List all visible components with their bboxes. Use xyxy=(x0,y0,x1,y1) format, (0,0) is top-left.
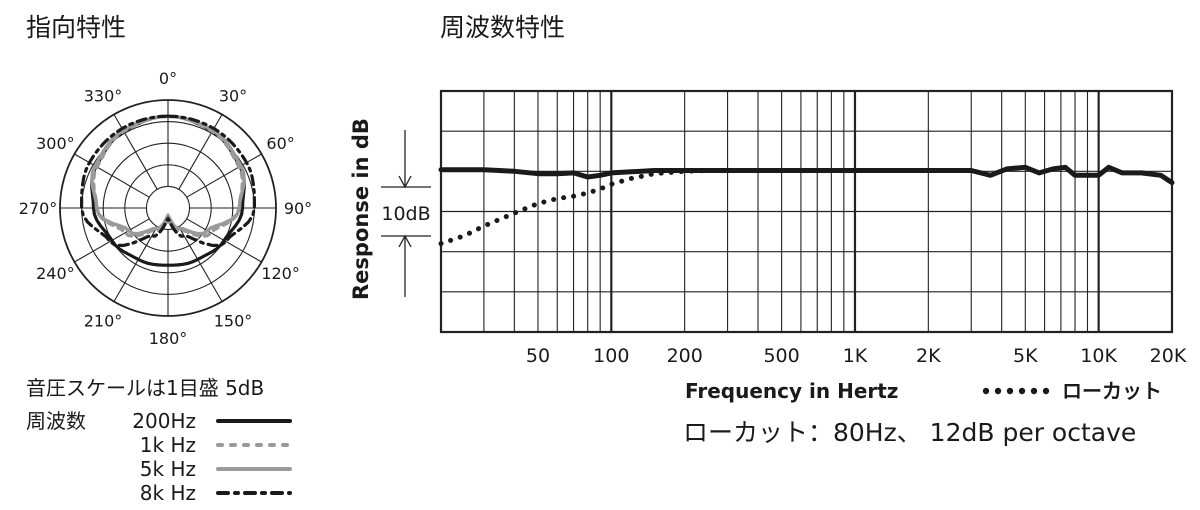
legend-entry-label: 8k Hz xyxy=(140,481,196,505)
polar-angle-labels: 0° 30° 60° 90° 120° 150° 180° 210° 240° 270° 300° 3… xyxy=(19,69,312,348)
low-cut-legend-dot xyxy=(1018,387,1026,395)
series-flat-response xyxy=(438,164,1175,186)
polar-angle-label: 270° xyxy=(19,199,58,218)
x-tick-label: 20K xyxy=(1150,345,1187,367)
x-tick-label: 50 xyxy=(526,345,550,367)
low-cut-legend-dot xyxy=(1042,387,1050,395)
legend-entry-label: 200Hz xyxy=(132,409,196,433)
frequency-title: 周波数特性 xyxy=(440,13,565,42)
polar-angle-label: 0° xyxy=(159,69,177,88)
polar-series-5khz xyxy=(90,114,246,236)
low-cut-legend: ローカット xyxy=(982,379,1162,403)
low-cut-legend-dot xyxy=(1006,387,1014,395)
polar-angle-label: 300° xyxy=(36,134,75,153)
polar-spoke xyxy=(113,114,158,190)
x-tick-label: 5K xyxy=(1013,345,1038,367)
legend-entry-label: 1k Hz xyxy=(140,433,196,457)
y-axis-label: Response in dB xyxy=(349,118,373,300)
polar-angle-label: 150° xyxy=(214,312,253,331)
low-cut-legend-dot xyxy=(1030,387,1038,395)
polar-angle-label: 120° xyxy=(261,264,300,283)
scale-arrow-bottom-head xyxy=(398,234,412,248)
polar-spoke xyxy=(74,153,150,198)
x-tick-label: 100 xyxy=(593,345,629,367)
frequency-series xyxy=(438,164,1175,247)
polar-angle-label: 240° xyxy=(36,264,75,283)
polar-spoke xyxy=(178,114,223,190)
polar-angle-label: 30° xyxy=(219,86,247,105)
legend-entry-label: 5k Hz xyxy=(140,457,196,481)
x-tick-label: 200 xyxy=(667,345,703,367)
x-tick-label: 500 xyxy=(763,345,799,367)
polar-angle-label: 60° xyxy=(266,134,294,153)
frequency-tick-labels: 50 100 200 500 1K 2K 5K 10K 20K xyxy=(526,345,1187,367)
polar-title: 指向特性 xyxy=(26,13,126,42)
frequency-chart: 50 100 200 500 1K 2K 5K 10K 20K xyxy=(438,89,1187,367)
polar-scale-note: 音圧スケールは1目盛 5dB xyxy=(26,376,264,400)
x-tick-label: 10K xyxy=(1080,345,1117,367)
low-cut-legend-label: ローカット xyxy=(1062,379,1162,403)
x-axis-label: Frequency in Hertz xyxy=(685,379,898,403)
x-tick-label: 1K xyxy=(843,345,868,367)
polar-spoke xyxy=(186,153,262,198)
low-cut-legend-dot xyxy=(994,387,1002,395)
polar-spoke xyxy=(113,226,158,302)
polar-series xyxy=(79,114,256,267)
low-cut-note: ローカット：80Hz、 12dB per octave xyxy=(683,418,1136,447)
scale-value: 10dB xyxy=(381,203,430,225)
frequency-grid xyxy=(439,89,1174,334)
legend-heading: 周波数 xyxy=(26,409,86,433)
polar-angle-label: 210° xyxy=(84,312,123,331)
scale-indicator: 10dB xyxy=(381,130,431,297)
polar-chart: 0° 30° 60° 90° 120° 150° 180° 210° 240° 270° 300° 3… xyxy=(19,69,312,348)
polar-angle-label: 90° xyxy=(284,199,312,218)
polar-spoke xyxy=(178,226,223,302)
polar-series-8khz xyxy=(79,114,256,248)
polar-angle-label: 180° xyxy=(149,329,188,348)
x-tick-label: 2K xyxy=(916,345,941,367)
polar-angle-label: 330° xyxy=(84,86,123,105)
low-cut-legend-dot xyxy=(982,387,990,395)
low-cut-legend-swatch xyxy=(982,387,1050,395)
